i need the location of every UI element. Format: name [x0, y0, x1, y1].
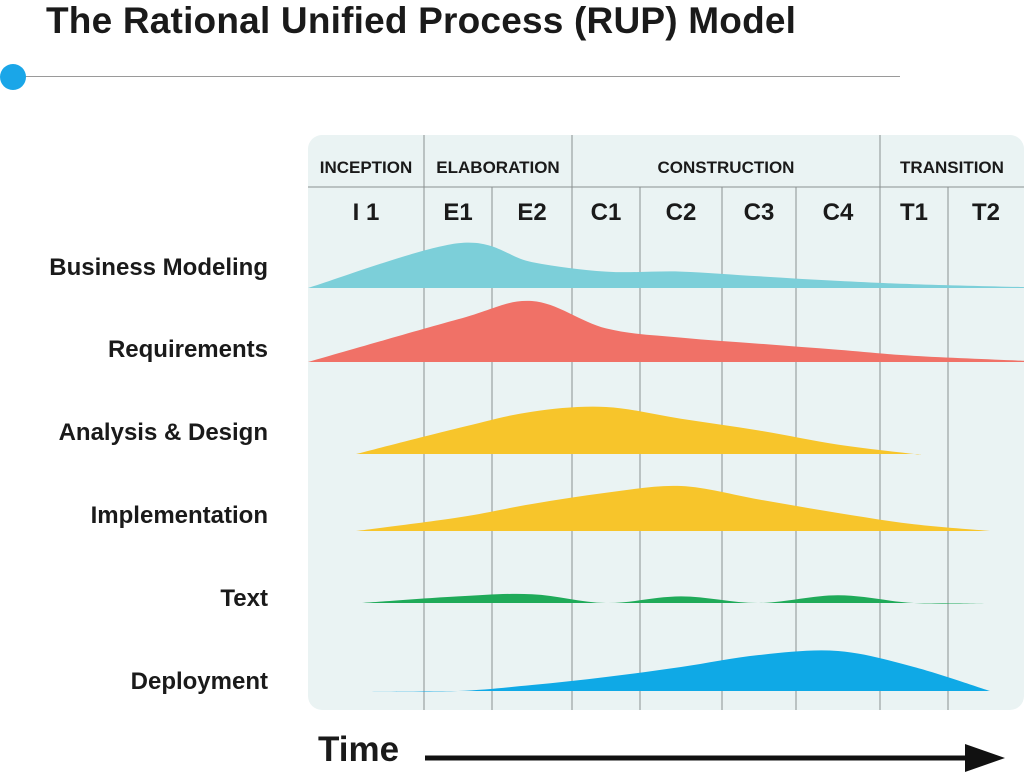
- phase-label-inception: INCEPTION: [320, 158, 413, 177]
- iteration-label-c1: C1: [591, 199, 622, 226]
- iteration-label-t2: T2: [972, 199, 1000, 226]
- discipline-label-implementation: Implementation: [91, 502, 268, 529]
- hump-deployment: [364, 650, 990, 692]
- discipline-humps: [308, 242, 1024, 692]
- phase-header: INCEPTION ELABORATION CONSTRUCTION TRANSITI…: [320, 158, 1004, 226]
- iteration-label-e2: E2: [517, 199, 546, 226]
- hump-requirements: [308, 300, 1024, 362]
- diagram-title: The Rational Unified Process (RUP) Model: [46, 0, 797, 41]
- discipline-label-business-modeling: Business Modeling: [49, 254, 268, 281]
- time-label: Time: [318, 730, 400, 769]
- title-rule: [14, 76, 900, 77]
- discipline-label-deployment: Deployment: [131, 668, 268, 695]
- iteration-label-e1: E1: [443, 199, 472, 226]
- discipline-label-text: Text: [220, 585, 268, 612]
- discipline-labels: Business Modeling Requirements Analysis & …: [49, 254, 268, 695]
- time-arrow-icon: [425, 744, 1005, 772]
- iteration-label-t1: T1: [900, 199, 928, 226]
- phase-label-construction: CONSTRUCTION: [658, 158, 795, 177]
- discipline-label-analysis-and-design: Analysis & Design: [59, 419, 268, 446]
- hump-business-modeling: [308, 242, 1024, 288]
- phase-label-elaboration: ELABORATION: [436, 158, 559, 177]
- hump-analysis-and-design: [356, 406, 921, 455]
- title-accent-dot: [0, 64, 26, 90]
- hump-text: [362, 593, 990, 604]
- iteration-label-i-1: I 1: [353, 199, 380, 226]
- iteration-label-c4: C4: [823, 199, 854, 226]
- iteration-label-c2: C2: [666, 199, 697, 226]
- iteration-label-c3: C3: [744, 199, 775, 226]
- phase-label-transition: TRANSITION: [900, 158, 1004, 177]
- discipline-label-requirements: Requirements: [108, 336, 268, 363]
- hump-implementation: [356, 485, 990, 531]
